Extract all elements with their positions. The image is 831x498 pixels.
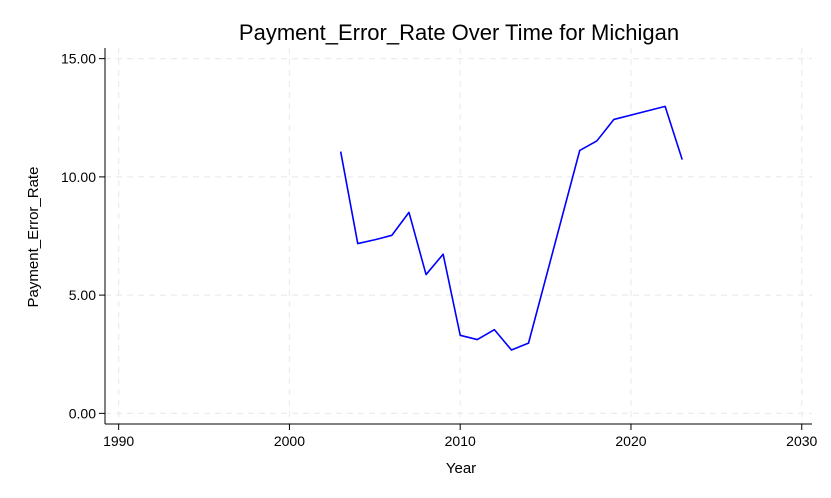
y-tick-label: 15.00: [61, 51, 96, 67]
x-tick-label: 2030: [786, 433, 817, 449]
x-tick-label: 2020: [615, 433, 646, 449]
x-axis-label: Year: [446, 460, 476, 477]
y-axis-label: Payment_Error_Rate: [25, 167, 42, 308]
y-tick-label: 0.00: [69, 405, 96, 421]
ticks: 1990 2000 2010 2020 2030 0.00 5.00 10.00 15.00: [61, 51, 818, 449]
series: [339, 105, 683, 351]
y-tick-label: 10.00: [61, 169, 96, 185]
axes: [104, 48, 812, 425]
series-line: [339, 105, 683, 351]
x-tick-label: 2000: [274, 433, 305, 449]
grid: [105, 48, 812, 424]
y-tick-label: 5.00: [69, 287, 96, 303]
chart-title: Payment_Error_Rate Over Time for Michiga…: [239, 20, 679, 45]
x-tick-label: 2010: [445, 433, 476, 449]
x-tick-label: 1990: [103, 433, 134, 449]
